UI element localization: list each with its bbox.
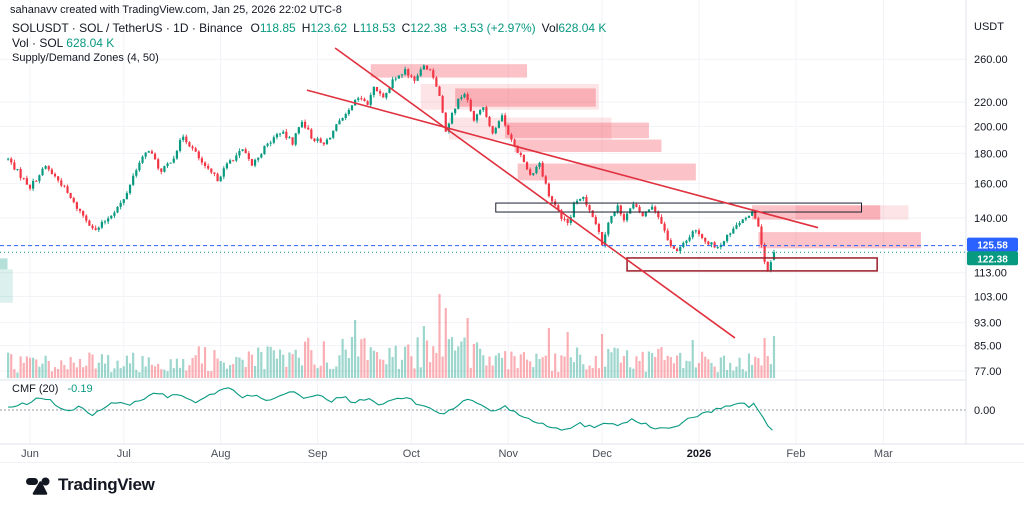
svg-text:140.00: 140.00 — [974, 213, 1008, 225]
volume-legend-row[interactable]: Vol · SOL 628.04 K — [12, 36, 606, 51]
svg-text:Jun: Jun — [21, 448, 39, 460]
svg-text:180.00: 180.00 — [974, 148, 1008, 160]
close-label: C — [401, 21, 411, 35]
bottom-toolbar: TradingView — [0, 463, 1024, 507]
svg-text:Nov: Nov — [498, 448, 518, 460]
svg-text:85.00: 85.00 — [974, 341, 1002, 353]
legend: SOLUSDT · SOL / TetherUS · 1D · Binance O… — [12, 21, 606, 66]
tradingview-logo-text[interactable]: TradingView — [58, 475, 155, 494]
svg-text:113.00: 113.00 — [974, 268, 1007, 280]
chart-canvas[interactable]: USDT 260.00 220.00 200.00 180.00 160.00 140.00… — [0, 0, 1024, 463]
svg-text:Aug: Aug — [211, 448, 231, 460]
low-value: 118.53 — [359, 21, 396, 35]
high-value: 123.62 — [310, 21, 348, 35]
svg-text:Jul: Jul — [117, 448, 131, 460]
svg-text:220.00: 220.00 — [974, 97, 1008, 109]
svg-text:103.00: 103.00 — [974, 291, 1008, 303]
tradingview-logo-icon[interactable] — [26, 473, 50, 497]
svg-text:Mar: Mar — [874, 448, 893, 460]
volume-study-value: 628.04 K — [66, 36, 115, 50]
cmf-legend-row[interactable]: CMF (20) -0.19 — [12, 383, 93, 395]
close-value: 122.38 — [410, 21, 447, 35]
svg-text:260.00: 260.00 — [974, 54, 1008, 66]
svg-text:200.00: 200.00 — [974, 121, 1008, 133]
svg-text:Feb: Feb — [786, 448, 805, 460]
svg-text:93.00: 93.00 — [974, 318, 1002, 330]
volume-study-label: Vol · SOL — [12, 36, 63, 50]
svg-text:Sep: Sep — [308, 448, 328, 460]
svg-text:160.00: 160.00 — [974, 179, 1008, 191]
low-label: L — [353, 21, 360, 35]
cmf-value: -0.19 — [67, 383, 93, 395]
indicator-legend-row[interactable]: Supply/Demand Zones (4, 50) — [12, 51, 606, 66]
svg-text:USDT: USDT — [974, 21, 1004, 33]
open-value: 118.85 — [259, 21, 296, 35]
change-value: +3.53 (+2.97%) — [452, 21, 536, 35]
indicator-label: Supply/Demand Zones (4, 50) — [12, 52, 159, 64]
svg-text:Oct: Oct — [403, 448, 420, 460]
high-label: H — [301, 21, 311, 35]
svg-text:0.00: 0.00 — [974, 405, 995, 417]
symbol-legend-row[interactable]: SOLUSDT · SOL / TetherUS · 1D · Binance O… — [12, 21, 606, 36]
attribution-text: sahanavv created with TradingView.com, J… — [10, 4, 342, 16]
volume-inline-label: Vol — [541, 21, 559, 35]
svg-text:2026: 2026 — [687, 448, 711, 460]
volume-inline-value: 628.04 K — [558, 21, 607, 35]
cmf-label: CMF (20) — [12, 383, 59, 395]
symbol-title[interactable]: SOLUSDT · SOL / TetherUS · 1D · Binance — [12, 21, 243, 35]
svg-text:Dec: Dec — [592, 448, 612, 460]
open-label: O — [250, 21, 260, 35]
svg-text:77.00: 77.00 — [974, 366, 1002, 378]
svg-text:125.58: 125.58 — [977, 241, 1008, 252]
svg-text:122.38: 122.38 — [977, 254, 1008, 265]
